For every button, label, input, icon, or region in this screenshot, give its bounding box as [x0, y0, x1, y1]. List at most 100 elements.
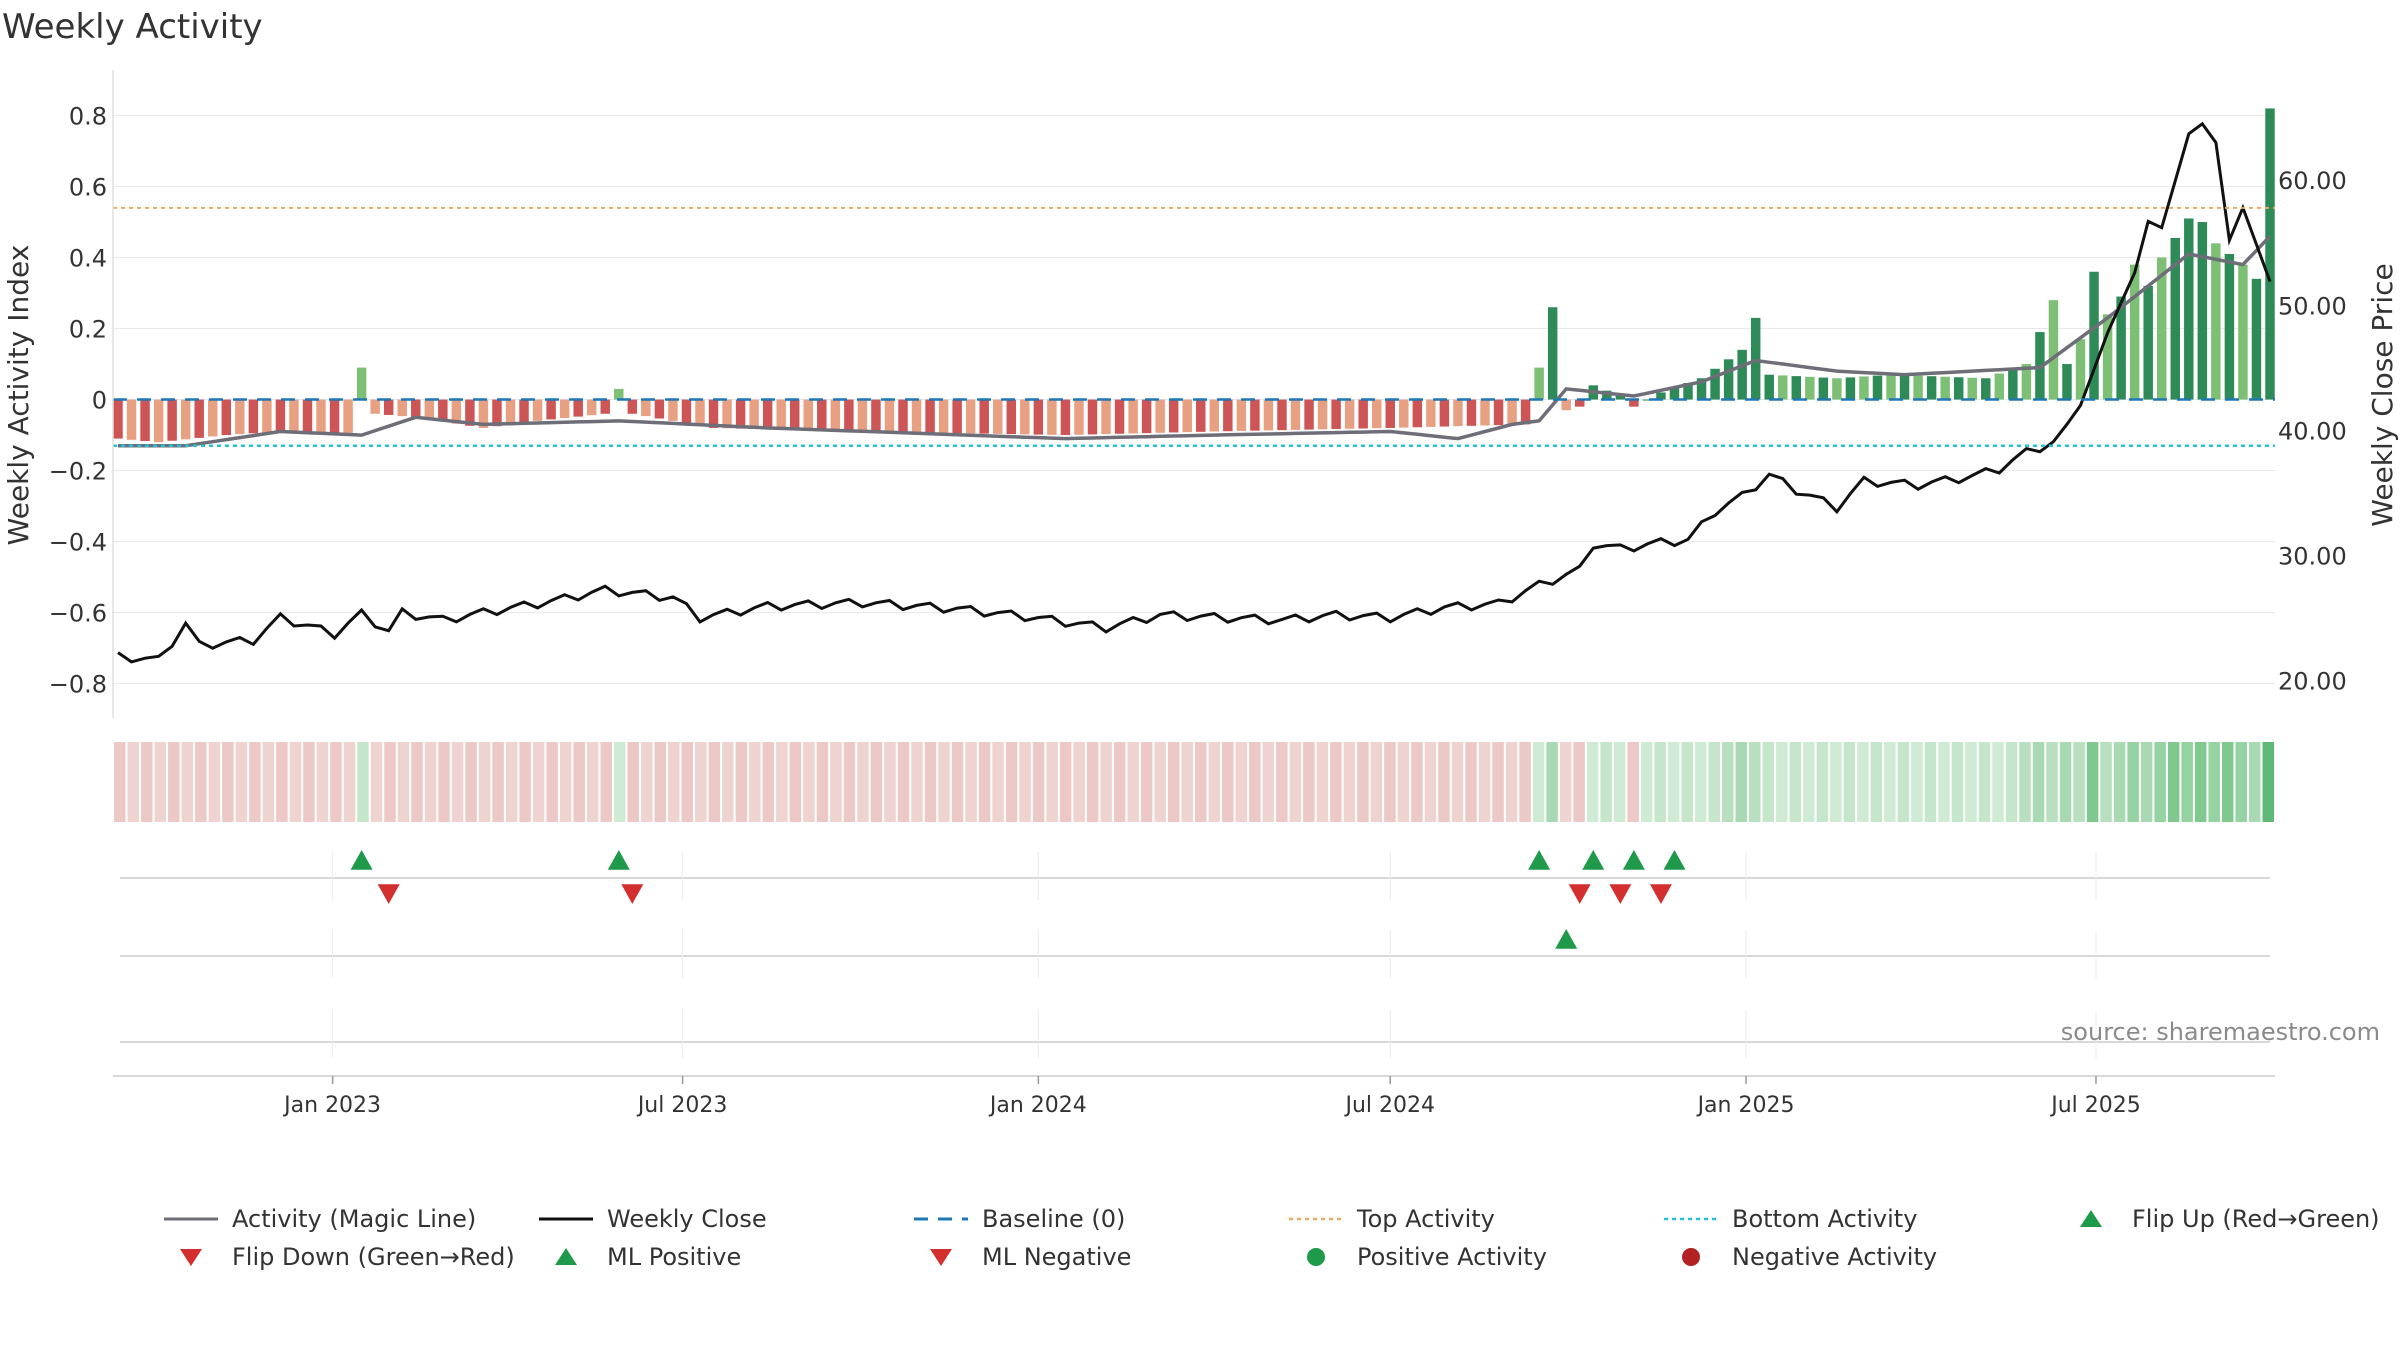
activity-bar [1534, 367, 1544, 400]
activity-bar [2251, 278, 2262, 400]
legend-circle [1307, 1248, 1325, 1266]
strip-cell [316, 742, 329, 822]
strip-cell [1681, 742, 1693, 822]
activity-bar [235, 399, 245, 435]
activity-bar [803, 399, 813, 431]
strip-cell [870, 742, 883, 822]
flip-up-marker [350, 850, 373, 870]
activity-bar [708, 399, 719, 428]
activity-bar [993, 399, 1003, 434]
activity-bar [695, 399, 705, 426]
activity-bar [1074, 399, 1084, 435]
activity-bar [2048, 300, 2059, 400]
activity-bar [1412, 399, 1423, 428]
activity-bar [2089, 271, 2099, 400]
source-text: source: sharemaestro.com [2061, 1018, 2380, 1046]
flip-up-marker [1663, 850, 1686, 870]
strip-cell [1073, 742, 1085, 822]
activity-bar [857, 399, 868, 432]
legend-label: Weekly Close [607, 1205, 767, 1233]
flip-down-marker [377, 884, 400, 904]
activity-bar [1141, 399, 1152, 434]
strip-cell [1586, 742, 1599, 822]
strip-cell [1262, 742, 1275, 822]
legend-circle [1682, 1248, 1700, 1266]
activity-bar [1358, 399, 1368, 429]
legend-label: Activity (Magic Line) [232, 1205, 477, 1233]
strip-cell [1140, 742, 1153, 822]
strip-cell [1276, 742, 1288, 822]
strip-cell [613, 742, 626, 822]
strip-cell [222, 742, 234, 822]
legend-swatch [1307, 1248, 1325, 1266]
activity-bar [1196, 399, 1206, 432]
activity-bar [2143, 285, 2153, 400]
activity-bar [600, 399, 610, 414]
strip-cell [789, 742, 802, 822]
strip-cell [1303, 742, 1315, 822]
activity-bar [817, 399, 827, 431]
strip-cell [127, 742, 140, 822]
activity-bar [316, 399, 326, 434]
activity-bar [1020, 399, 1030, 435]
activity-bar [1047, 399, 1057, 435]
activity-bar [2156, 257, 2167, 400]
activity-bar [1087, 399, 1098, 435]
strip-cell [1843, 742, 1856, 822]
activity-bar [1223, 399, 1233, 432]
activity-bar [1994, 373, 2005, 400]
activity-bar [1236, 399, 1247, 431]
activity-bar [519, 399, 529, 423]
strip-cell [1992, 742, 2004, 822]
activity-bar [1981, 378, 1991, 400]
strip-cell [303, 742, 315, 822]
legend-label: Baseline (0) [982, 1205, 1126, 1233]
strip-cell [411, 742, 423, 822]
activity-bar [1480, 399, 1490, 426]
strip-cell [1938, 742, 1950, 822]
strip-cell [1424, 742, 1437, 822]
activity-bar [1168, 399, 1179, 433]
strip-cell [1032, 742, 1045, 822]
activity-bar [1290, 399, 1301, 430]
activity-bar [1940, 376, 1950, 400]
strip-cell [519, 742, 531, 822]
legend-item: Positive Activity [1285, 1243, 1547, 1271]
strip-cell [1803, 742, 1815, 822]
weekly-close-line [117, 121, 2272, 664]
strip-cell [1154, 742, 1166, 822]
strip-cell [2167, 742, 2180, 822]
activity-bar [898, 399, 908, 433]
strip-cell [505, 742, 518, 822]
activity-bar [1466, 399, 1477, 426]
strip-cell [668, 742, 680, 822]
strip-cell [1978, 742, 1991, 822]
y-axis-label-right: Weekly Close Price [2366, 263, 2399, 526]
activity-bar [573, 399, 583, 417]
strip-cell [249, 742, 261, 822]
strip-cell [451, 742, 464, 822]
activity-bar [370, 399, 380, 414]
legend-item: Weekly Close [535, 1205, 767, 1233]
strip-cell [2019, 742, 2031, 822]
legend-swatch [930, 1249, 952, 1266]
y-tick-label: 0 [92, 387, 107, 415]
strip-cell [1005, 742, 1018, 822]
strip-cell [2208, 742, 2220, 822]
activity-bar [654, 399, 665, 419]
activity-bar [1426, 399, 1436, 427]
strip-cell [951, 742, 964, 822]
activity-bar [1277, 399, 1287, 431]
activity-bar [586, 399, 597, 416]
legend-swatch [1682, 1248, 1700, 1266]
strip-cell [2100, 742, 2112, 822]
strip-cell [1667, 742, 1680, 822]
strip-cell [1370, 742, 1383, 822]
strip-cell [1884, 742, 1896, 822]
strip-cell [1857, 742, 1869, 822]
activity-bar [749, 399, 759, 429]
activity-bar [762, 399, 773, 430]
y-tick-label-right: 20.00 [2278, 668, 2347, 696]
strip-cell [776, 742, 788, 822]
strip-cell [573, 742, 585, 822]
